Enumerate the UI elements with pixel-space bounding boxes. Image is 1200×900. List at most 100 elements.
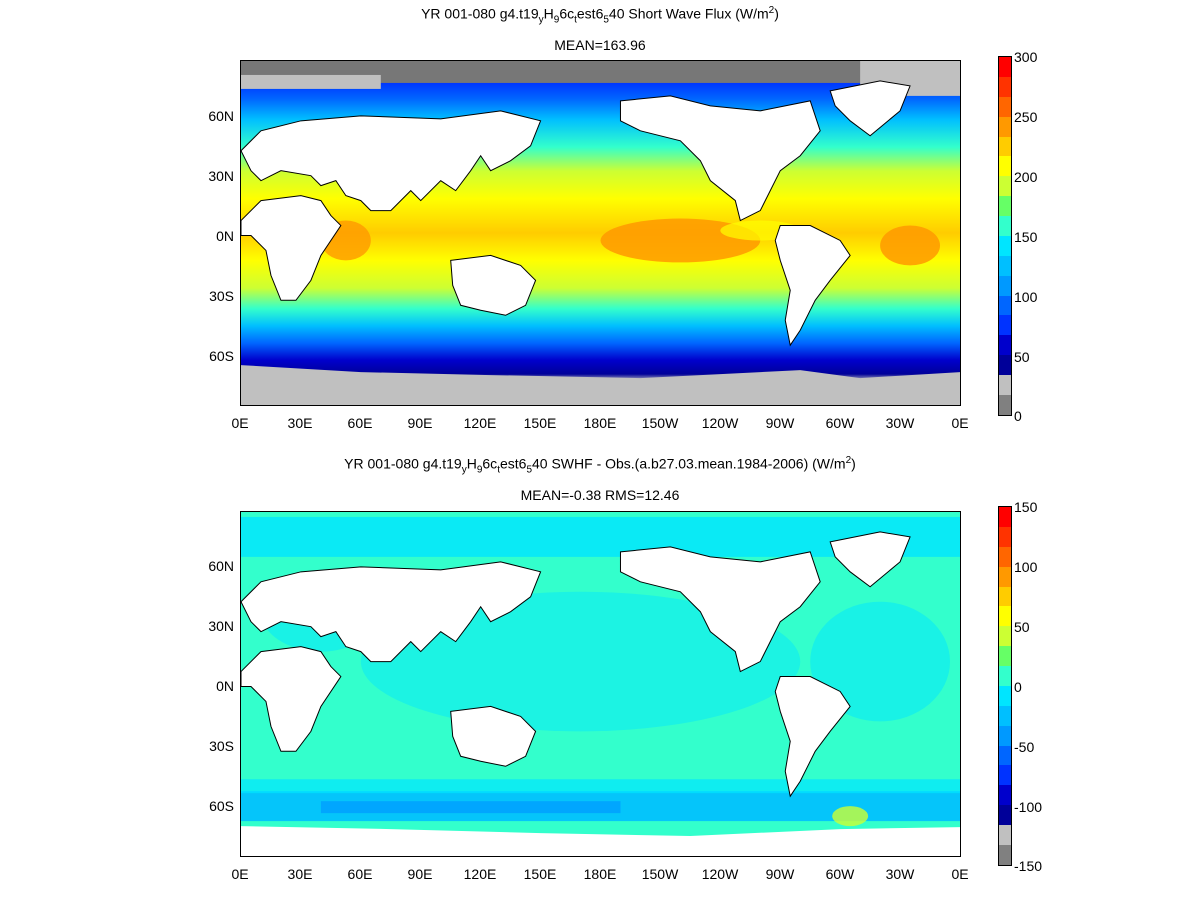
colorbar-segment [999,275,1011,296]
colorbar-segment [999,295,1011,316]
panel2-lon-label: 30W [885,866,915,882]
panel1-lon-label: 0E [951,415,969,431]
panel2-lon-label: 90W [765,866,795,882]
colorbar-segment [999,507,1011,527]
panel1-pacific-max [600,218,761,263]
colorbar-segment [999,57,1011,77]
colorbar-segment [999,136,1011,157]
panel1-colorbar-label: 150 [1014,229,1038,245]
panel2-north-america [619,546,821,673]
panel2-colorbar-label: 100 [1014,559,1038,575]
colorbar-segment [999,96,1011,117]
panel2-lat-label: 60S [209,798,234,814]
panel1-australia [450,254,537,316]
panel2-eurasia [241,561,542,663]
panel1-greenland [829,80,911,137]
panel1-lon-label: 120W [701,415,739,431]
panel1-land [241,80,911,347]
panel2-lon-label: 120E [463,866,497,882]
panel2-colorbar [998,506,1012,866]
panel2-map-svg [241,512,960,856]
panel1-lat-label: 30N [208,168,234,184]
colorbar-segment [999,255,1011,276]
panel1-lon-label: 180E [583,415,617,431]
colorbar-segment [999,196,1011,216]
colorbar-segment [999,566,1011,587]
panel1-lat-label: 60N [208,108,234,124]
colorbar-segment [999,235,1011,256]
panel1-south-america [774,225,851,347]
panel2-lon-label: 90E [407,866,433,882]
panel2-lat-label: 30N [208,618,234,634]
colorbar-segment [999,705,1011,726]
panel2-lon-label: 150E [523,866,557,882]
panel2-title: YR 001-080 g4.t19yH96ctest6540 SWHF - Ob… [344,455,856,476]
panel1-title: YR 001-080 g4.t19yH96ctest6540 Short Wav… [421,5,779,26]
colorbar-segment [999,844,1011,865]
colorbar-segment [999,785,1011,806]
panel1-lat-label: 60S [209,348,234,364]
panel1-colorbar [998,56,1012,416]
colorbar-segment [999,526,1011,547]
panel1-colorbar-label: 0 [1014,408,1022,424]
panel1-subtitle: MEAN=163.96 [554,37,646,53]
panel2-antarctica [241,826,960,856]
panel1-lon-label: 30E [287,415,313,431]
panel2-lon-label: 0E [231,866,249,882]
panel1-lon-label: 0E [231,415,249,431]
colorbar-segment [999,156,1011,177]
panel2-colorbar-label: -150 [1014,858,1043,874]
panel2-africa [241,646,342,752]
colorbar-segment [999,586,1011,607]
panel2-colorbar-label: 0 [1014,679,1022,695]
panel2-lat-label: 60N [208,558,234,574]
colorbar-segment [999,116,1011,137]
panel1-lon-label: 90E [407,415,433,431]
panel2-colorbar-label: 50 [1014,619,1030,635]
colorbar-segment [999,315,1011,336]
panel1-lon-label: 90W [765,415,795,431]
panel1-lon-label: 60W [825,415,855,431]
colorbar-segment [999,76,1011,97]
panel1-arctic-ice [241,61,960,83]
colorbar-segment [999,725,1011,746]
colorbar-segment [999,394,1011,415]
panel1-atlantic-max [880,225,941,266]
colorbar-segment [999,626,1011,647]
colorbar-segment [999,546,1011,567]
panel1-lon-label: 60E [347,415,373,431]
panel1-lon-label: 150W [641,415,679,431]
panel1-colorbar-label: 100 [1014,289,1038,305]
panel1-lon-label: 120E [463,415,497,431]
colorbar-segment [999,355,1011,375]
panel2-lon-label: 60W [825,866,855,882]
panel2-map [240,511,961,857]
panel1-eurasia [241,110,542,212]
panel2-australia [450,705,537,767]
colorbar-segment [999,646,1011,666]
panel1-lon-label: 30W [885,415,915,431]
colorbar-segment [999,666,1011,686]
colorbar-segment [999,606,1011,627]
panel1-map-svg [241,61,960,405]
panel1-lon-label: 150E [523,415,557,431]
panel1-colorbar-label: 250 [1014,109,1038,125]
panel2-lon-label: 180E [583,866,617,882]
colorbar-segment [999,216,1011,236]
panel1-lat-label: 30S [209,288,234,304]
panel1-north-america [619,95,821,222]
panel2-land [241,531,911,798]
colorbar-segment [999,825,1011,845]
panel2-subtitle: MEAN=-0.38 RMS=12.46 [520,487,680,503]
colorbar-segment [999,745,1011,766]
panel2-colorbar-label: -100 [1014,799,1043,815]
panel2-lon-label: 120W [701,866,739,882]
panel1-lat-label: 0N [216,228,234,244]
panel1-colorbar-label: 300 [1014,49,1038,65]
colorbar-segment [999,685,1011,706]
panel1-colorbar-label: 200 [1014,169,1038,185]
panel2-colorbar-label: 150 [1014,499,1038,515]
panel2-lat-label: 30S [209,738,234,754]
panel2-lon-label: 60E [347,866,373,882]
colorbar-segment [999,765,1011,786]
